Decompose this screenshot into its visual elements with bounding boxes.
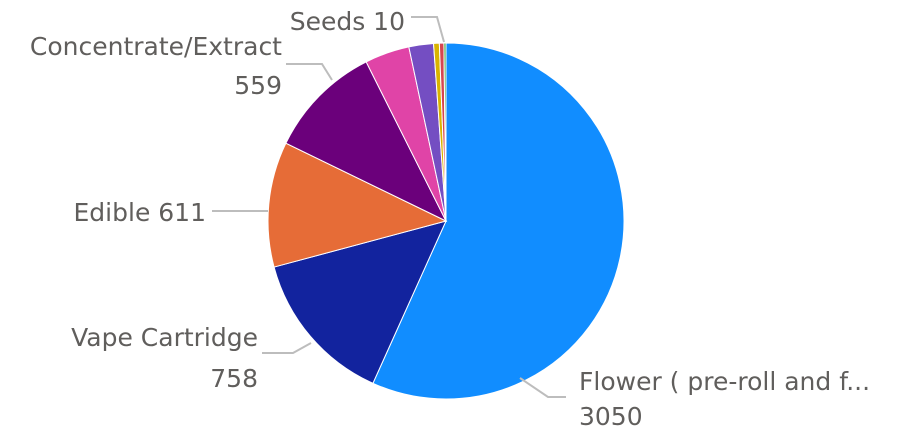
pie-slice[interactable]: [372, 42, 625, 400]
leader-line: [519, 377, 566, 398]
pie-slice[interactable]: [443, 42, 447, 222]
slice-label: Flower ( pre-roll and f...: [579, 367, 870, 396]
slice-label: Concentrate/Extract: [30, 32, 282, 61]
leader-line: [286, 63, 333, 81]
slice-value: 3050: [579, 402, 643, 431]
leader-line: [411, 16, 445, 43]
pie-slice[interactable]: [285, 61, 448, 223]
slice-label: Seeds 10: [290, 7, 405, 36]
slice-label: Vape Cartridge: [71, 323, 258, 352]
pie-slice[interactable]: [273, 220, 447, 384]
data-labels-layer: Flower ( pre-roll and f... 3050 Vape Cartr…: [30, 7, 870, 431]
leader-line: [262, 342, 312, 354]
pie-slice[interactable]: [267, 142, 448, 268]
leader-lines-layer: [212, 16, 566, 398]
slice-label: Edible 611: [74, 198, 206, 227]
slice-value: 758: [210, 364, 258, 393]
slices-layer: [267, 42, 625, 400]
slice-value: 559: [234, 71, 282, 100]
